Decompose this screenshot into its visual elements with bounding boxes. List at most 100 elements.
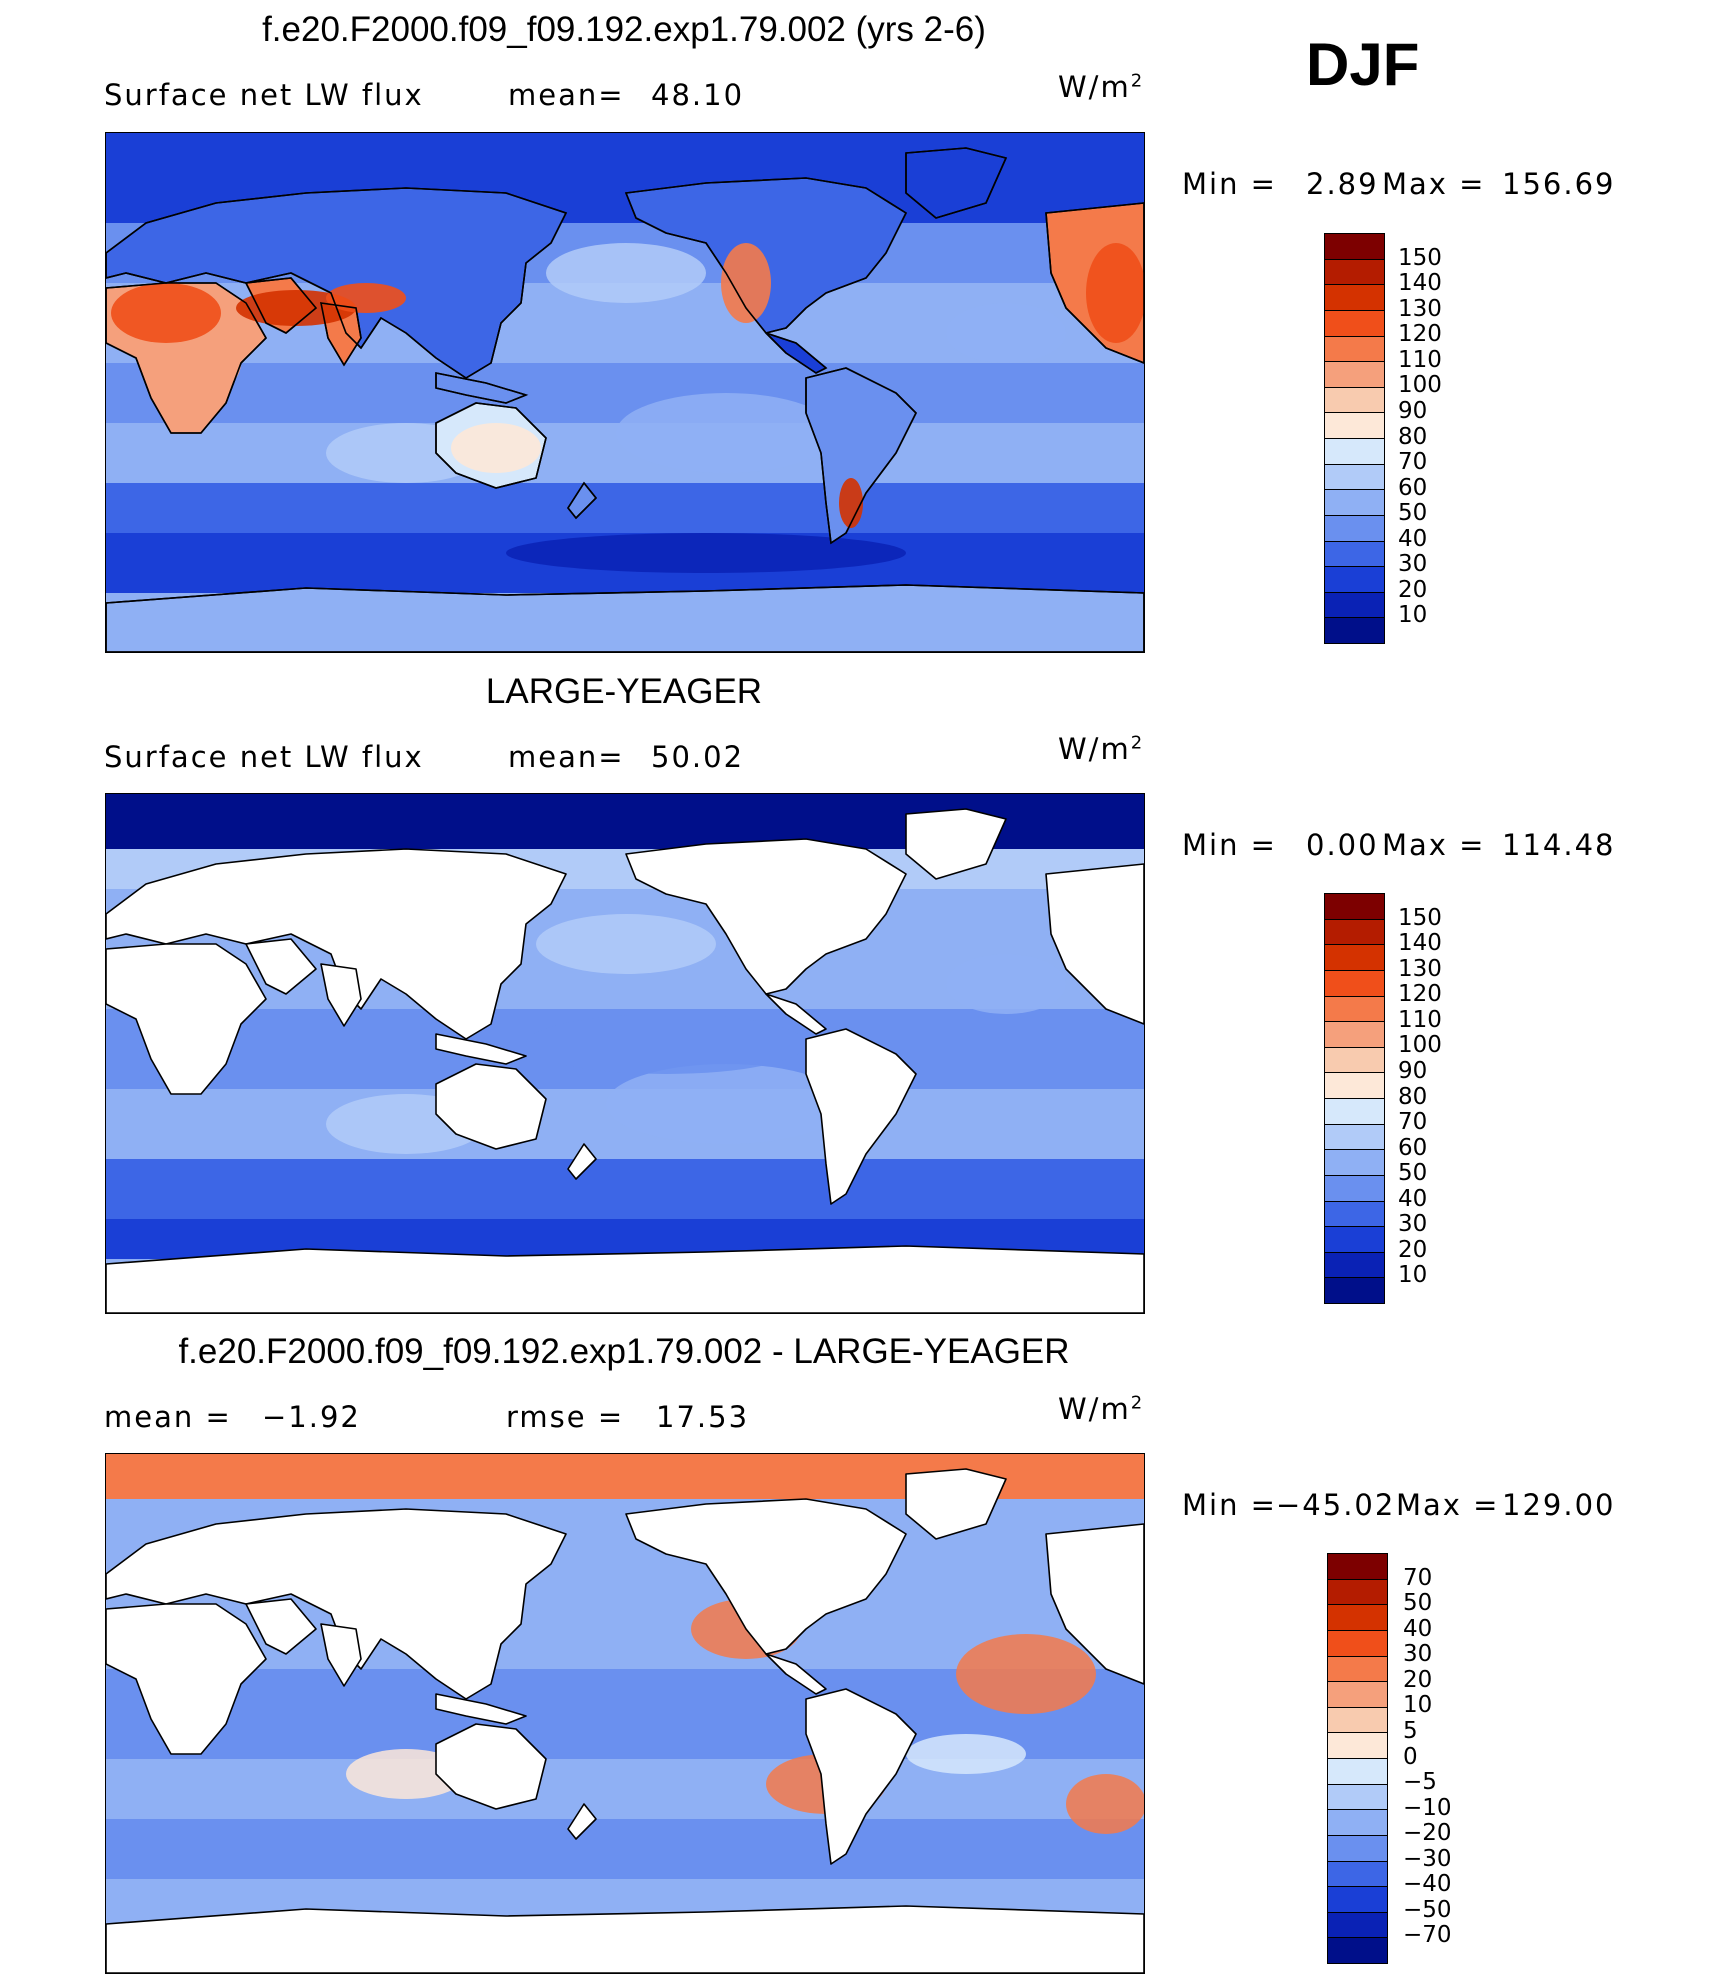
- colorbar-tick-label: 50: [1403, 1590, 1433, 1617]
- colorbar-swatch: [1325, 592, 1384, 619]
- colorbar-tick-label: 100: [1398, 372, 1442, 399]
- panel-1-variable-label: Surface net LW flux: [104, 78, 424, 112]
- colorbar-tick-label: 50: [1398, 1160, 1428, 1187]
- panel-3-min-label: Min =: [1182, 1488, 1277, 1522]
- colorbar-swatch: [1325, 413, 1384, 439]
- colorbar-swatch: [1325, 1227, 1384, 1253]
- colorbar-swatch: [1325, 439, 1384, 465]
- colorbar-tick-label: 120: [1398, 981, 1442, 1008]
- colorbar-tick-label: −30: [1403, 1845, 1452, 1872]
- colorbar-swatch: [1325, 362, 1384, 388]
- colorbar-tick-label: −50: [1403, 1896, 1452, 1923]
- colorbar-swatch: [1325, 234, 1384, 260]
- panel-1-max-label: Max =: [1382, 167, 1486, 201]
- panel-1-min-value: 2.89: [1306, 167, 1379, 201]
- colorbar-swatch: [1328, 1605, 1387, 1631]
- colorbar-swatch: [1328, 1784, 1387, 1811]
- colorbar-swatch: [1328, 1938, 1387, 1963]
- colorbar-tick-label: 110: [1398, 1006, 1442, 1033]
- panel-1-title: f.e20.F2000.f09_f09.192.exp1.79.002 (yrs…: [262, 10, 986, 49]
- colorbar-swatch: [1325, 618, 1384, 643]
- colorbar-swatch: [1328, 1912, 1387, 1939]
- colorbar-tick-label: 0: [1403, 1743, 1418, 1770]
- colorbar-swatch: [1325, 945, 1384, 971]
- panel-3-rmse-label: rmse =: [506, 1400, 625, 1434]
- colorbar-swatch: [1328, 1682, 1387, 1708]
- colorbar-tick-label: −40: [1403, 1871, 1452, 1898]
- colorbar-tick-label: 30: [1398, 551, 1428, 578]
- colorbar-tick-label: 140: [1398, 270, 1442, 297]
- colorbar-tick-label: 70: [1403, 1564, 1433, 1591]
- panel-1-mean-label: mean=: [508, 78, 625, 112]
- colorbar-swatch: [1325, 1047, 1384, 1074]
- panel-2-title: LARGE-YEAGER: [485, 672, 763, 711]
- panel-1-mean-value: 48.10: [651, 78, 745, 112]
- panel-3-units: W/m2: [1058, 1392, 1145, 1426]
- colorbar-tick-label: 30: [1398, 1211, 1428, 1238]
- colorbar-tick-label: 100: [1398, 1032, 1442, 1059]
- colorbar-swatch: [1328, 1835, 1387, 1862]
- panel-2-max-label: Max =: [1382, 828, 1486, 862]
- panel-3-min-value: −45.02: [1276, 1488, 1396, 1522]
- colorbar-swatch: [1328, 1759, 1387, 1785]
- colorbar-tick-label: 10: [1398, 1262, 1428, 1289]
- colorbar-swatch: [1328, 1579, 1387, 1606]
- colorbar-tick-label: 5: [1403, 1717, 1418, 1744]
- colorbar-swatch: [1328, 1733, 1387, 1759]
- panel-3-max-label: Max =: [1396, 1488, 1500, 1522]
- colorbar-tick-label: 20: [1398, 1236, 1428, 1263]
- colorbar-swatch: [1328, 1554, 1387, 1580]
- panel-1-units: W/m2: [1058, 70, 1145, 104]
- colorbar-swatch: [1325, 336, 1384, 363]
- panel-1-max-value: 156.69: [1502, 167, 1616, 201]
- panel-3-mean-label: mean =: [104, 1400, 232, 1434]
- colorbar-tick-label: 40: [1398, 1185, 1428, 1212]
- panel-2-units: W/m2: [1058, 732, 1145, 766]
- colorbar-tick-label: 90: [1398, 1057, 1428, 1084]
- panel-3-rmse-value: 17.53: [656, 1400, 750, 1434]
- panel-2-mean-value: 50.02: [651, 740, 745, 774]
- colorbar-tick-label: 70: [1398, 449, 1428, 476]
- colorbar-swatch: [1325, 1278, 1384, 1303]
- colorbar-tick-label: −10: [1403, 1794, 1452, 1821]
- colorbar-tick-label: −5: [1403, 1769, 1437, 1796]
- colorbar-swatch: [1325, 919, 1384, 946]
- colorbar-tick-label: 20: [1403, 1666, 1433, 1693]
- colorbar-tick-label: 40: [1403, 1615, 1433, 1642]
- panel-2-mean-label: mean=: [508, 740, 625, 774]
- panel-1-colorbar: [1324, 233, 1385, 644]
- colorbar-swatch: [1328, 1630, 1387, 1657]
- season-label: DJF: [1306, 31, 1420, 98]
- colorbar-swatch: [1325, 490, 1384, 516]
- colorbar-swatch: [1325, 1175, 1384, 1202]
- panel-2-variable-label: Surface net LW flux: [104, 740, 424, 774]
- colorbar-swatch: [1325, 1124, 1384, 1151]
- colorbar-tick-label: 150: [1398, 904, 1442, 931]
- colorbar-swatch: [1328, 1656, 1387, 1683]
- colorbar-swatch: [1325, 515, 1384, 542]
- colorbar-swatch: [1325, 310, 1384, 337]
- colorbar-tick-label: 40: [1398, 525, 1428, 552]
- colorbar-tick-label: 130: [1398, 955, 1442, 982]
- panel-2-colorbar: [1324, 893, 1385, 1304]
- colorbar-tick-label: 30: [1403, 1641, 1433, 1668]
- colorbar-swatch: [1328, 1861, 1387, 1888]
- colorbar-swatch: [1325, 1201, 1384, 1228]
- panel-1-min-label: Min =: [1182, 167, 1277, 201]
- colorbar-tick-label: 20: [1398, 576, 1428, 603]
- colorbar-swatch: [1325, 464, 1384, 491]
- colorbar-swatch: [1325, 567, 1384, 593]
- colorbar-swatch: [1325, 285, 1384, 311]
- colorbar-swatch: [1325, 1252, 1384, 1279]
- colorbar-tick-label: −70: [1403, 1922, 1452, 1949]
- colorbar-tick-label: 10: [1398, 602, 1428, 629]
- panel-3-max-value: 129.00: [1502, 1488, 1616, 1522]
- colorbar-swatch: [1325, 1022, 1384, 1048]
- colorbar-swatch: [1325, 894, 1384, 920]
- colorbar-tick-label: 80: [1398, 1083, 1428, 1110]
- colorbar-tick-label: −20: [1403, 1820, 1452, 1847]
- colorbar-swatch: [1325, 996, 1384, 1023]
- panel-2-map: [105, 793, 1145, 1314]
- panel-3-title: f.e20.F2000.f09_f09.192.exp1.79.002 - LA…: [178, 1332, 1070, 1371]
- colorbar-swatch: [1325, 259, 1384, 286]
